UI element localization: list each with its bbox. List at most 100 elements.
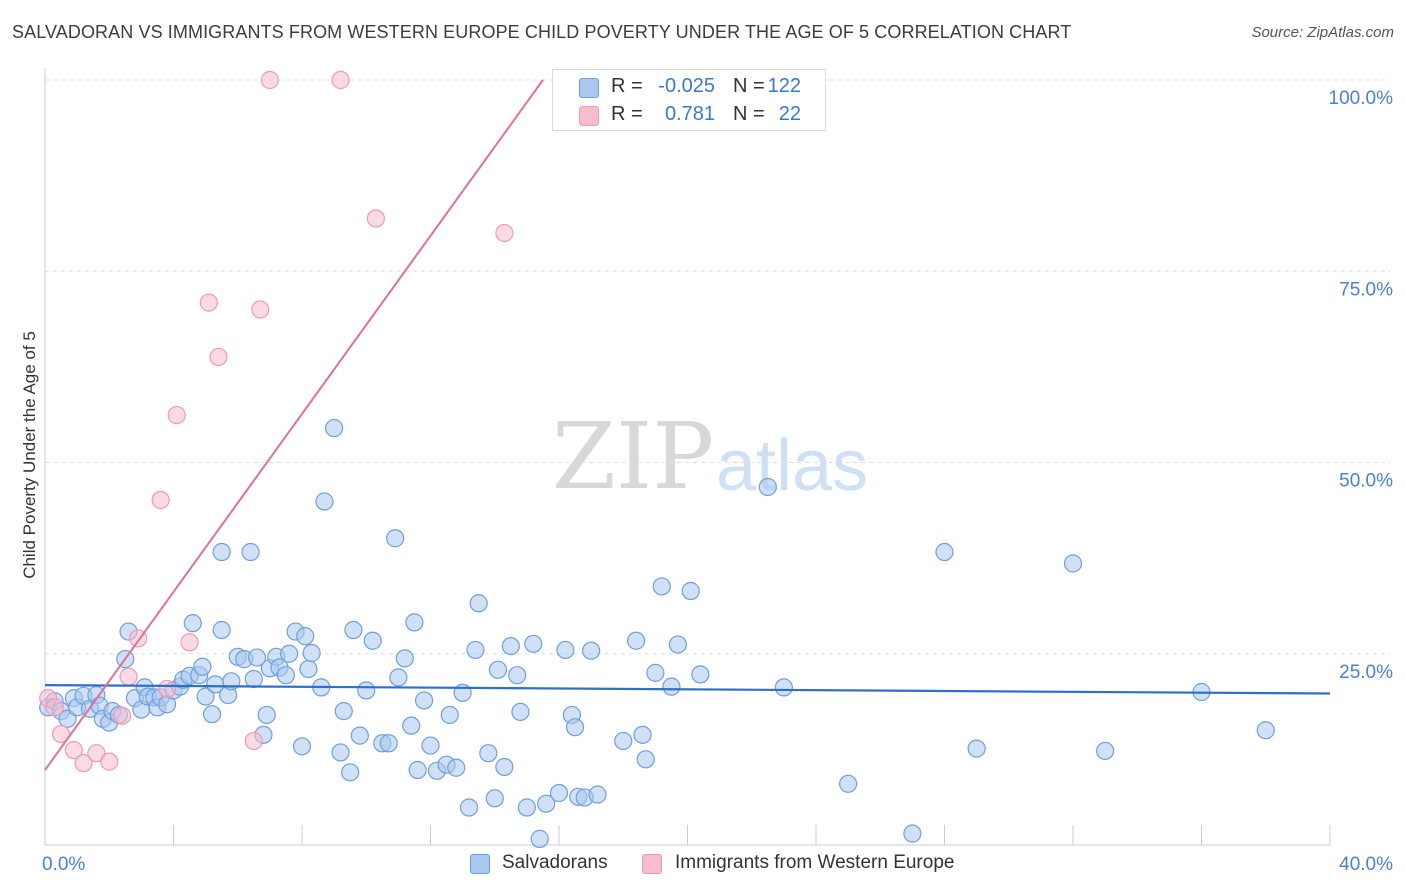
salvadoran-point (280, 644, 299, 663)
y-tick-label: 75.0% (1339, 279, 1393, 300)
salvadoran-point (646, 663, 665, 682)
salvadoran-point (276, 666, 296, 685)
salvadoran-point (241, 542, 260, 562)
immigrant-point (45, 698, 64, 717)
trend-lines (44, 79, 1331, 771)
salvadoran-point (614, 731, 633, 751)
salvadoran-point (212, 542, 231, 562)
salvadoran-point (405, 613, 424, 632)
immigrant-point (151, 490, 170, 510)
salvadoran-point (296, 627, 315, 646)
salvadoran-point (588, 785, 607, 804)
salvadoran-point (691, 665, 710, 684)
salvadoran-point (633, 725, 652, 744)
legend-n-label: N = (733, 75, 765, 97)
correlation-legend: R = -0.025 N = 122 R = 0.781 N = 22 (552, 69, 826, 131)
salvadoran-point (202, 705, 222, 724)
salvadoran-point (447, 758, 466, 777)
immigrant-point (495, 223, 514, 243)
salvadoran-point (668, 635, 687, 654)
salvadoran-point (183, 614, 202, 633)
immigrant-point (74, 754, 93, 773)
salvadoran-point (565, 718, 585, 737)
salvadoran-point (662, 677, 681, 696)
legend-label-salvadorans: Salvadorans (502, 852, 608, 873)
legend-n-value: 22 (778, 103, 801, 125)
salvadoran-point (325, 418, 344, 438)
salvadoran-point (626, 631, 646, 650)
watermark-zip: ZIP (552, 403, 714, 510)
salvadoran-point (530, 829, 549, 848)
immigrant-point (251, 300, 270, 319)
immigrant-point (87, 744, 106, 763)
axes (44, 68, 1331, 846)
salvadoran-point (681, 581, 700, 601)
salvadoran-point (537, 794, 556, 813)
watermark-atlas: atlas (716, 426, 868, 506)
immigrant-point (366, 209, 385, 228)
salvadoran-point (758, 477, 777, 497)
salvadoran-point (302, 643, 321, 663)
legend-r-label: R = (611, 75, 643, 97)
gridlines (45, 79, 1390, 655)
salvadoran-point (357, 681, 376, 700)
salvadoran-point (402, 716, 421, 735)
legend-n-label: N = (733, 103, 765, 125)
immigrants-points (39, 70, 514, 773)
salvadoran-point (636, 750, 655, 769)
salvadoran-point (501, 636, 520, 656)
salvadoran-point (508, 666, 527, 685)
immigrants-trend-line (44, 79, 544, 771)
salvadoran-point (315, 492, 334, 511)
immigrant-point (119, 667, 138, 686)
salvadoran-point (517, 798, 536, 817)
salvadoran-point (350, 726, 369, 745)
salvadoran-point (292, 737, 312, 756)
y-tick-label: 25.0% (1339, 662, 1393, 683)
salvadoran-point (903, 824, 922, 843)
salvadoran-point (967, 739, 986, 758)
salvadoran-point (524, 634, 543, 653)
salvadoran-point (1096, 741, 1115, 761)
immigrant-point (100, 752, 119, 771)
x-tick-labels: 0.0% 40.0% (42, 854, 1393, 875)
immigrant-point (331, 70, 350, 90)
salvadoran-point (386, 529, 405, 548)
salvadorans-points (39, 418, 1275, 848)
salvadoran-point (257, 705, 276, 725)
salvadoran-point (511, 702, 530, 721)
salvadoran-point (1063, 554, 1083, 573)
legend-swatch-salvadorans (470, 854, 490, 874)
salvadoran-point (466, 640, 485, 660)
legend-swatch-pink (579, 106, 599, 126)
salvadoran-point (244, 669, 263, 689)
salvadoran-point (196, 687, 215, 706)
salvadoran-point (331, 743, 350, 762)
salvadoran-point (652, 577, 671, 596)
source-label: Source: ZipAtlas.com (1251, 24, 1394, 41)
legend-r-value: 0.781 (664, 103, 715, 125)
salvadoran-point (582, 641, 601, 660)
immigrant-point (199, 293, 218, 312)
legend-r-value: -0.025 (658, 75, 715, 97)
legend-row-salvadorans: R = -0.025 N = 122 (553, 73, 825, 101)
salvadoran-point (408, 760, 427, 780)
salvadoran-point (212, 620, 231, 640)
salvadoran-point (421, 736, 440, 755)
salvadoran-point (247, 648, 267, 667)
immigrant-point (260, 70, 279, 90)
y-tick-label: 100.0% (1329, 88, 1394, 109)
salvadoran-point (379, 734, 398, 753)
salvadoran-point (459, 798, 479, 817)
salvadoran-point (344, 620, 363, 640)
watermark: ZIP atlas (552, 403, 868, 510)
y-axis-title: Child Poverty Under the Age of 5 (20, 331, 39, 579)
salvadoran-point (440, 705, 459, 725)
salvadoran-point (1256, 721, 1275, 740)
x-tick-label-max: 40.0% (1339, 854, 1393, 875)
salvadoran-point (935, 542, 954, 562)
immigrant-point (209, 347, 228, 367)
salvadoran-point (495, 757, 514, 777)
salvadoran-point (556, 640, 575, 660)
